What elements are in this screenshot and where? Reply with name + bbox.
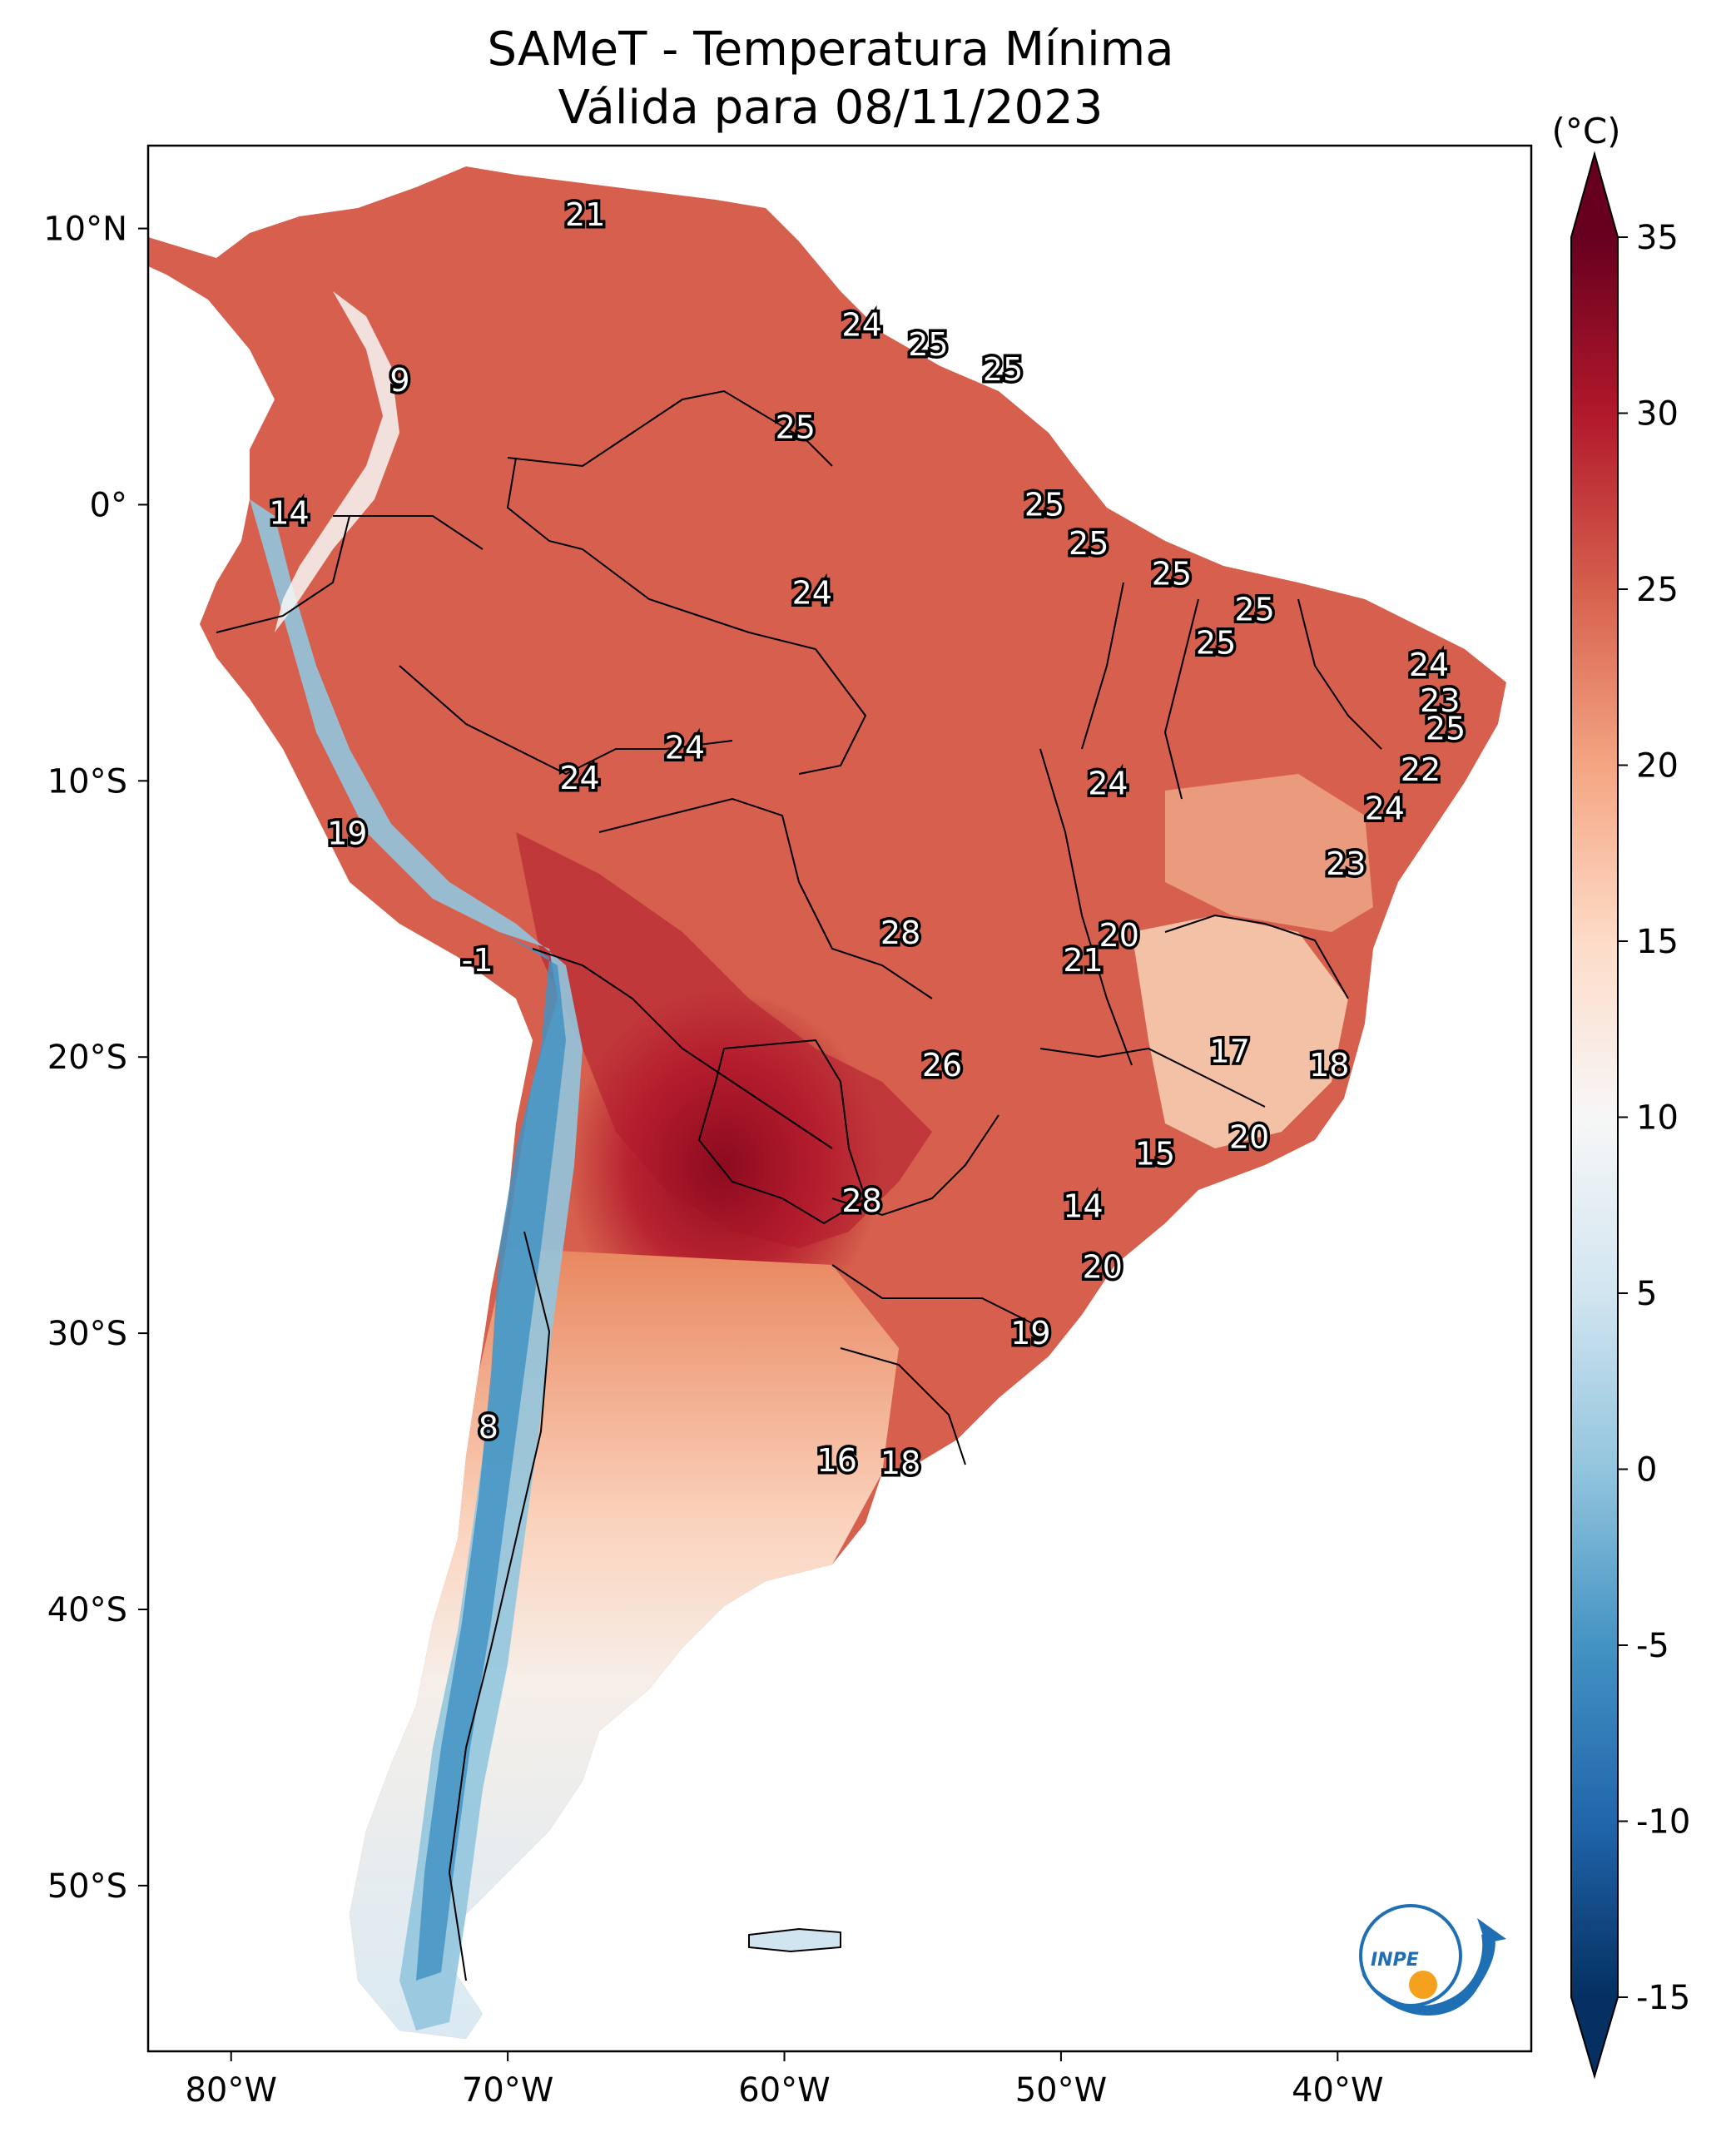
inpe-logo-sun (1409, 1971, 1437, 1999)
station-value-label: 23 (1420, 682, 1460, 719)
andes-cold-band (250, 499, 583, 2031)
station-value-label: 28 (841, 1183, 881, 1219)
station-value-label: 18 (1309, 1047, 1349, 1083)
colorbar-tick-label: 5 (1636, 1275, 1657, 1313)
inpe-logo-arrow (1477, 1918, 1506, 1943)
chaco-hot-spot (566, 990, 882, 1340)
colorbar-tick-label: 30 (1636, 395, 1679, 434)
station-value-label: 15 (1135, 1135, 1175, 1172)
station-value-label: 24 (792, 575, 832, 612)
colorbar-unit: (°C) (1551, 111, 1620, 151)
station-value-label: 16 (817, 1442, 857, 1479)
lat-tick-label: 20°S (47, 1039, 127, 1077)
lat-tick-label: 50°S (47, 1867, 127, 1906)
lat-tick-label: 10°S (47, 762, 127, 801)
bahia-mild-zone (1165, 774, 1373, 932)
lat-tick-label: 0° (90, 486, 127, 524)
colorbar-tick-label: 25 (1636, 571, 1679, 609)
map-title-line2: Válida para 08/11/2023 (558, 81, 1104, 135)
station-value-label: 14 (1063, 1188, 1103, 1224)
station-value-label: 19 (1010, 1315, 1050, 1351)
station-value-label: 24 (1409, 647, 1449, 683)
colorbar-top-extend (1571, 154, 1618, 237)
station-value-label: 18 (880, 1445, 920, 1481)
inpe-logo-swoosh (1361, 1931, 1495, 2016)
station-value-label: 25 (908, 326, 948, 363)
station-value-label: 25 (1426, 710, 1466, 746)
colorbar-ticks: 35 30 25 20 15 10 5 0 -5 -10 -15 (1618, 219, 1690, 2017)
station-value-label: 22 (1401, 751, 1441, 788)
falkland-islands (748, 1927, 841, 1953)
lat-tick-label: 40°S (47, 1591, 127, 1629)
colorbar-bar (1571, 237, 1618, 1997)
northern-andes-cool-strip (275, 291, 399, 632)
inpe-logo-circle-outline (1359, 1904, 1462, 2007)
colorbar-tick-label: -10 (1636, 1803, 1690, 1842)
map-frame (146, 144, 1533, 2053)
station-value-label: 20 (1229, 1119, 1269, 1156)
caribbean-hot-patch (732, 208, 757, 229)
station-value-label: 25 (1024, 486, 1064, 523)
latitude-axis: 10°N 0° 10°S 20°S 30°S 40°S 50°S (43, 211, 148, 1906)
station-value-label: 8 (479, 1409, 498, 1445)
station-value-label: 25 (1152, 555, 1192, 592)
lon-tick-label: 40°W (1292, 2071, 1383, 2110)
lon-tick-label: 80°W (185, 2071, 276, 2110)
station-value-label: 19 (327, 815, 367, 851)
colorbar-tick-label: 20 (1636, 747, 1679, 786)
lon-tick-label: 50°W (1015, 2071, 1107, 2110)
station-value-label: 25 (776, 409, 816, 446)
station-value-label: 25 (983, 351, 1023, 388)
station-value-label: 21 (565, 196, 605, 233)
lon-tick-label: 60°W (738, 2071, 830, 2110)
colorbar-tick-label: 0 (1636, 1451, 1657, 1490)
station-value-label: 25 (1196, 624, 1236, 661)
station-value-label: 24 (841, 307, 881, 344)
colorbar-tick-label: -5 (1636, 1627, 1669, 1665)
colorbar-tick-label: -15 (1636, 1979, 1690, 2017)
andes-coldest-core (416, 932, 566, 1981)
lat-tick-label: 10°N (43, 211, 127, 249)
station-value-label: 28 (880, 915, 920, 951)
lon-tick-label: 70°W (462, 2071, 553, 2110)
station-value-label: 24 (665, 730, 705, 766)
station-value-label: 20 (1099, 917, 1139, 954)
station-value-label: 20 (1083, 1248, 1123, 1285)
colorbar-tick-label: 15 (1636, 923, 1679, 961)
station-value-label: 17 (1210, 1034, 1250, 1070)
station-value-label: 9 (389, 362, 409, 399)
political-borders (216, 389, 1382, 1981)
station-value-label: 25 (1069, 525, 1109, 562)
inpe-logo-text: INPE (1371, 1950, 1419, 1971)
station-value-label: 14 (269, 494, 309, 531)
station-value-label: 26 (922, 1047, 962, 1083)
longitude-axis: 80°W 70°W 60°W 50°W 40°W (185, 2051, 1384, 2110)
colorbar: (°C) 35 30 25 20 15 10 5 0 -5 -10 -15 (1551, 111, 1690, 2080)
station-value-label: 24 (1365, 791, 1405, 827)
colorbar-tick-label: 35 (1636, 219, 1679, 257)
southeast-cool-zone (1132, 915, 1348, 1148)
station-value-label: 25 (1234, 592, 1274, 628)
inpe-logo: INPE (1359, 1904, 1506, 2016)
station-value-label: 24 (1088, 766, 1128, 802)
station-value-label: 23 (1326, 845, 1366, 882)
station-value-label: 21 (1063, 942, 1103, 979)
station-value-label: -1 (462, 942, 494, 979)
map-title-line1: SAMeT - Temperatura Mínima (487, 22, 1173, 77)
lat-tick-label: 30°S (47, 1315, 127, 1353)
colorbar-bottom-extend (1571, 1997, 1618, 2076)
station-value-label: 24 (559, 760, 599, 796)
colorbar-tick-label: 10 (1636, 1099, 1679, 1138)
